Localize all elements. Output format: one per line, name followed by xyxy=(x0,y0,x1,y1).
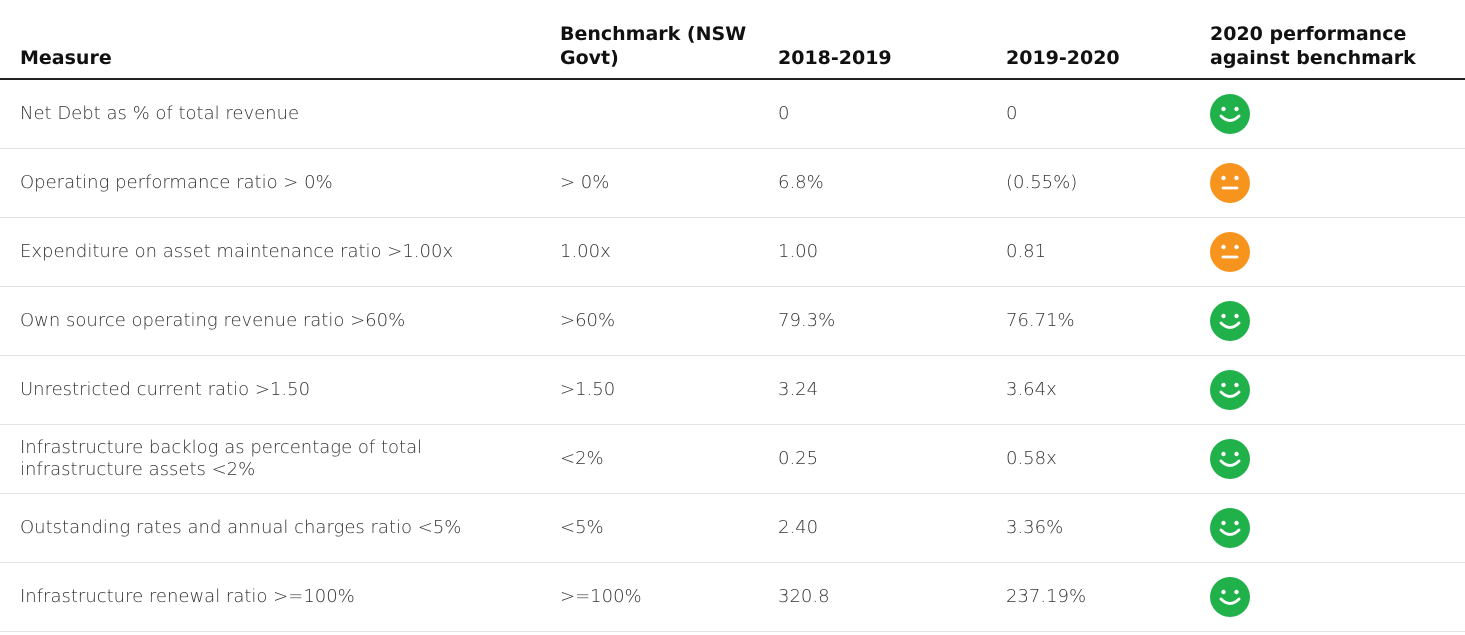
table-row: Net Debt as % of total revenue 0 0 xyxy=(0,80,1465,149)
face xyxy=(1210,94,1250,134)
eye xyxy=(1234,106,1239,112)
table-row: Own source operating revenue ratio >60% >… xyxy=(0,287,1465,356)
face xyxy=(1210,370,1250,410)
performance-cell xyxy=(1208,149,1268,217)
eye xyxy=(1221,313,1226,319)
mouth xyxy=(1219,390,1241,398)
table-cell: 79.3% xyxy=(778,310,836,331)
table-cell: <5% xyxy=(560,517,604,538)
table-cell: 237.19% xyxy=(1006,586,1087,607)
face xyxy=(1210,232,1250,272)
eye xyxy=(1221,244,1226,250)
face xyxy=(1210,577,1250,617)
table-cell xyxy=(560,80,760,148)
table-cell: Infrastructure backlog as percentage of … xyxy=(20,437,423,480)
status-icon xyxy=(1210,370,1250,410)
eye xyxy=(1234,175,1239,181)
status-icon xyxy=(1210,577,1250,617)
performance-cell xyxy=(1208,563,1268,631)
table-cell: 3.64x xyxy=(1006,379,1057,400)
mouth xyxy=(1219,597,1241,605)
eye xyxy=(1234,520,1239,526)
table-cell: Operating performance ratio > 0% xyxy=(20,172,333,193)
table-cell: 0.25 xyxy=(778,448,819,469)
eye xyxy=(1234,382,1239,388)
table-cell: <2% xyxy=(560,448,604,469)
table-cell: 3.24 xyxy=(778,379,819,400)
eye xyxy=(1234,589,1239,595)
table-cell: 1.00x xyxy=(560,241,611,262)
table-cell: (0.55%) xyxy=(1006,172,1078,193)
table-row: Expenditure on asset maintenance ratio >… xyxy=(0,218,1465,287)
performance-cell xyxy=(1208,425,1268,493)
column-header: 2019-2020 xyxy=(1006,47,1120,69)
column-header: Benchmark (NSW Govt) xyxy=(560,23,747,69)
header-row: Measure Benchmark (NSW Govt) 2018-2019 2… xyxy=(0,0,1465,80)
face xyxy=(1210,163,1250,203)
table-cell: Unrestricted current ratio >1.50 xyxy=(20,379,311,400)
face xyxy=(1210,439,1250,479)
mouth xyxy=(1219,114,1241,122)
table-row: Infrastructure backlog as percentage of … xyxy=(0,425,1465,494)
table-cell: 76.71% xyxy=(1006,310,1075,331)
eye xyxy=(1221,382,1226,388)
table-cell: Expenditure on asset maintenance ratio >… xyxy=(20,241,454,262)
performance-cell xyxy=(1208,80,1268,148)
eye xyxy=(1221,106,1226,112)
table-cell: >1.50 xyxy=(560,379,616,400)
performance-cell xyxy=(1208,356,1268,424)
table-row: Unrestricted current ratio >1.50 >1.50 3.2… xyxy=(0,356,1465,425)
table-cell: 0 xyxy=(1006,103,1018,124)
table-cell: 6.8% xyxy=(778,172,824,193)
table-cell: Net Debt as % of total revenue xyxy=(20,103,300,124)
status-icon xyxy=(1210,94,1250,134)
table-cell: Infrastructure renewal ratio >=100% xyxy=(20,586,355,607)
face xyxy=(1210,508,1250,548)
status-icon xyxy=(1210,232,1250,272)
table-row: Infrastructure renewal ratio >=100% >=100… xyxy=(0,563,1465,632)
status-icon xyxy=(1210,301,1250,341)
table-cell: 3.36% xyxy=(1006,517,1064,538)
table-cell: >60% xyxy=(560,310,616,331)
mouth xyxy=(1219,321,1241,329)
performance-cell xyxy=(1208,218,1268,286)
table-cell: Outstanding rates and annual charges rat… xyxy=(20,517,462,538)
table-cell: Own source operating revenue ratio >60% xyxy=(20,310,406,331)
status-icon xyxy=(1210,439,1250,479)
table-cell: 1.00 xyxy=(778,241,819,262)
column-header: Measure xyxy=(20,47,112,69)
table-row: Outstanding rates and annual charges rat… xyxy=(0,494,1465,563)
eye xyxy=(1234,244,1239,250)
table-cell: 0.58x xyxy=(1006,448,1057,469)
eye xyxy=(1221,451,1226,457)
mouth xyxy=(1219,459,1241,467)
face xyxy=(1210,301,1250,341)
performance-cell xyxy=(1208,494,1268,562)
table-cell: 0.81 xyxy=(1006,241,1047,262)
eye xyxy=(1221,589,1226,595)
column-header: 2020 performance against benchmark xyxy=(1210,23,1416,69)
table-row: Operating performance ratio > 0% > 0% 6.8%… xyxy=(0,149,1465,218)
eye xyxy=(1221,520,1226,526)
performance-cell xyxy=(1208,287,1268,355)
column-header: 2018-2019 xyxy=(778,47,892,69)
table-cell: 2.40 xyxy=(778,517,819,538)
table-cell: 320.8 xyxy=(778,586,830,607)
eye xyxy=(1234,451,1239,457)
eye xyxy=(1234,313,1239,319)
table-cell: > 0% xyxy=(560,172,610,193)
status-icon xyxy=(1210,163,1250,203)
table-cell: >=100% xyxy=(560,586,642,607)
table-cell: 0 xyxy=(778,103,790,124)
mouth xyxy=(1219,528,1241,536)
eye xyxy=(1221,175,1226,181)
status-icon xyxy=(1210,508,1250,548)
